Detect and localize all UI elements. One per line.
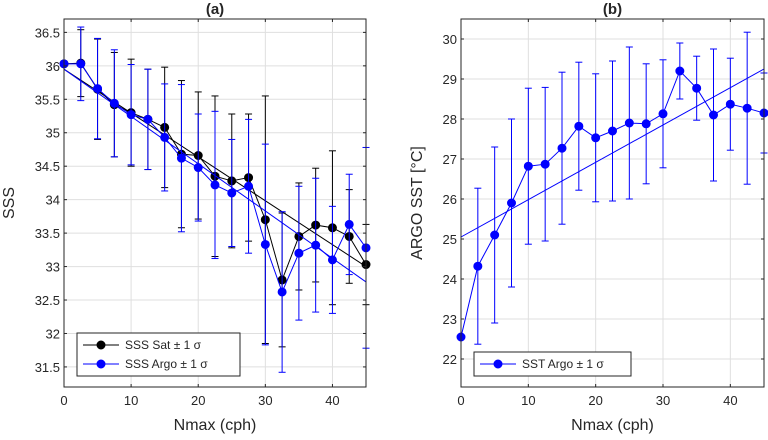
data-point [591, 133, 601, 143]
y-tick-label: 30 [443, 32, 457, 47]
y-tick-label: 34.5 [35, 159, 60, 174]
data-point [608, 126, 617, 136]
data-point [574, 121, 584, 131]
y-tick-label: 36 [46, 59, 60, 74]
legend-box [76, 332, 241, 377]
axes-box [63, 18, 367, 388]
data-point [675, 66, 685, 76]
data-point [193, 163, 203, 173]
data-point [160, 132, 170, 142]
data-point [227, 188, 237, 198]
legend-marker [96, 340, 106, 350]
data-point [277, 287, 287, 297]
y-tick-label: 33.5 [35, 226, 60, 241]
data-point [294, 248, 304, 258]
legend-label: SST Argo ± 1 σ [522, 357, 604, 371]
data-point [641, 119, 651, 129]
data-point [490, 230, 500, 240]
data-point [742, 103, 752, 113]
x-tick-label: 0 [457, 393, 464, 408]
x-tick-label: 20 [191, 393, 205, 408]
x-tick-label: 0 [60, 393, 67, 408]
data-point [709, 110, 718, 120]
data-point [344, 219, 354, 229]
y-tick-label: 33 [46, 260, 60, 275]
y-tick-label: 23 [443, 312, 457, 327]
x-axis-label: Nmax (cph) [571, 417, 654, 434]
panel-title: (a) [206, 1, 224, 18]
y-tick-label: 35 [46, 126, 60, 141]
series-1 [59, 26, 371, 373]
data-point [327, 255, 337, 265]
data-point [126, 110, 136, 120]
data-point [260, 239, 270, 249]
x-tick-label: 40 [325, 393, 339, 408]
y-tick-label: 27 [443, 152, 457, 167]
data-point [76, 59, 86, 69]
data-point [692, 83, 702, 93]
y-tick-label: 32 [46, 326, 60, 341]
y-tick-label: 28 [443, 112, 457, 127]
data-point [109, 98, 119, 108]
data-point [624, 118, 634, 128]
y-tick-label: 22 [443, 352, 457, 367]
y-tick-label: 32.5 [35, 293, 60, 308]
data-point [658, 109, 668, 119]
legend-label: SSS Argo ± 1 σ [125, 357, 208, 371]
y-tick-label: 36.5 [35, 25, 60, 40]
panel-title: (b) [603, 1, 622, 18]
y-tick-label: 25 [443, 232, 457, 247]
data-point [557, 143, 567, 153]
legend: SST Argo ± 1 σ [473, 351, 632, 377]
x-tick-label: 20 [588, 393, 602, 408]
data-point [93, 84, 103, 94]
data-point [244, 181, 254, 191]
x-axis-label: Nmax (cph) [174, 417, 257, 434]
legend: SSS Sat ± 1 σ SSS Argo ± 1 σ [76, 332, 241, 377]
y-tick-label: 31.5 [35, 360, 60, 375]
y-tick-label: 29 [443, 72, 457, 87]
y-axis-label: ARGO SST [°C] [409, 146, 426, 260]
data-point [473, 261, 483, 271]
x-tick-label: 10 [521, 393, 535, 408]
legend-marker [96, 359, 106, 369]
data-point [210, 180, 220, 190]
axes-box [460, 18, 765, 388]
legend-label: SSS Sat ± 1 σ [125, 338, 202, 352]
data-point [143, 114, 153, 124]
x-tick-label: 30 [258, 393, 272, 408]
x-tick-label: 40 [723, 393, 737, 408]
y-tick-label: 34 [46, 193, 60, 208]
data-point [540, 159, 550, 169]
data-point [523, 161, 533, 171]
panel-a: 0 10 20 30 40 31.5 32 32.5 33 33.5 34 34.5 35 35.5 36 3… [1, 1, 371, 434]
y-tick-label: 35.5 [35, 92, 60, 107]
data-point [507, 198, 516, 208]
data-point [725, 99, 735, 109]
x-tick-label: 30 [656, 393, 670, 408]
data-point [176, 153, 186, 163]
y-tick-label: 26 [443, 192, 457, 207]
y-tick-label: 24 [443, 272, 457, 287]
x-tick-label: 10 [124, 393, 138, 408]
panel-b: 0 10 20 30 40 22 23 24 25 26 27 28 29 30 (b) Nmax (cph)… [409, 1, 768, 434]
data-point [311, 240, 321, 250]
legend-marker [493, 359, 503, 369]
y-axis-label: SSS [1, 187, 18, 219]
